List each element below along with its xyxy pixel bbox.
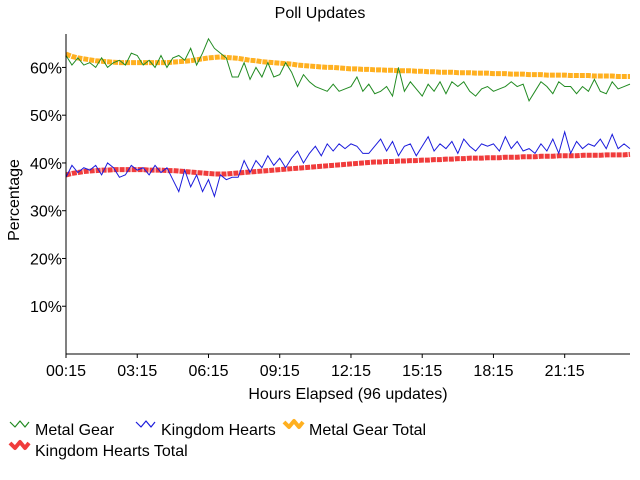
legend-swatch — [282, 419, 305, 429]
y-tick-label: 10% — [30, 299, 62, 316]
y-tick-label: 60% — [30, 60, 62, 77]
y-tick-label: 20% — [30, 251, 62, 268]
x-axis-label: Hours Elapsed (96 updates) — [248, 386, 447, 403]
legend-item-kingdom-hearts: Kingdom Hearts — [135, 420, 276, 439]
legend-label: Metal Gear Total — [309, 422, 426, 439]
y-ticks: 10% 20% 30% 40% 50% 60% — [30, 60, 66, 316]
x-tick-label: 06:15 — [188, 363, 228, 380]
legend-label: Kingdom Hearts — [161, 422, 276, 439]
legend-item-metal-gear: Metal Gear — [9, 420, 115, 439]
series-line-kingdom-hearts-total — [65, 151, 631, 178]
chart-title: Poll Updates — [275, 5, 366, 22]
legend-label: Kingdom Hearts Total — [35, 443, 188, 460]
x-tick-label: 00:15 — [46, 363, 86, 380]
x-tick-label: 15:15 — [402, 363, 442, 380]
x-tick-label: 12:15 — [331, 363, 371, 380]
x-tick-label: 21:15 — [545, 363, 585, 380]
series-line-metal-gear-total — [65, 51, 630, 80]
series-line-kingdom-hearts — [65, 130, 631, 199]
x-ticks: 00:15 03:15 06:15 09:15 12:15 15:15 18:15 21:15 — [46, 354, 585, 380]
legend-swatch — [9, 420, 30, 428]
series-line-metal-gear — [65, 37, 631, 103]
legend-swatch — [8, 440, 31, 450]
legend: Metal Gear Kingdom Hearts Metal Gear Total… — [8, 419, 426, 460]
x-tick-label: 09:15 — [260, 363, 300, 380]
y-tick-label: 50% — [30, 108, 62, 125]
y-axis-label: Percentage — [6, 159, 23, 241]
y-tick-label: 40% — [30, 156, 62, 173]
plot-area — [65, 37, 631, 199]
legend-label: Metal Gear — [35, 422, 115, 439]
legend-swatch — [135, 420, 156, 428]
legend-item-metal-gear-total: Metal Gear Total — [282, 419, 426, 439]
y-tick-label: 30% — [30, 204, 62, 221]
x-tick-label: 03:15 — [117, 363, 157, 380]
x-tick-label: 18:15 — [473, 363, 513, 380]
legend-item-kingdom-hearts-total: Kingdom Hearts Total — [8, 440, 188, 460]
